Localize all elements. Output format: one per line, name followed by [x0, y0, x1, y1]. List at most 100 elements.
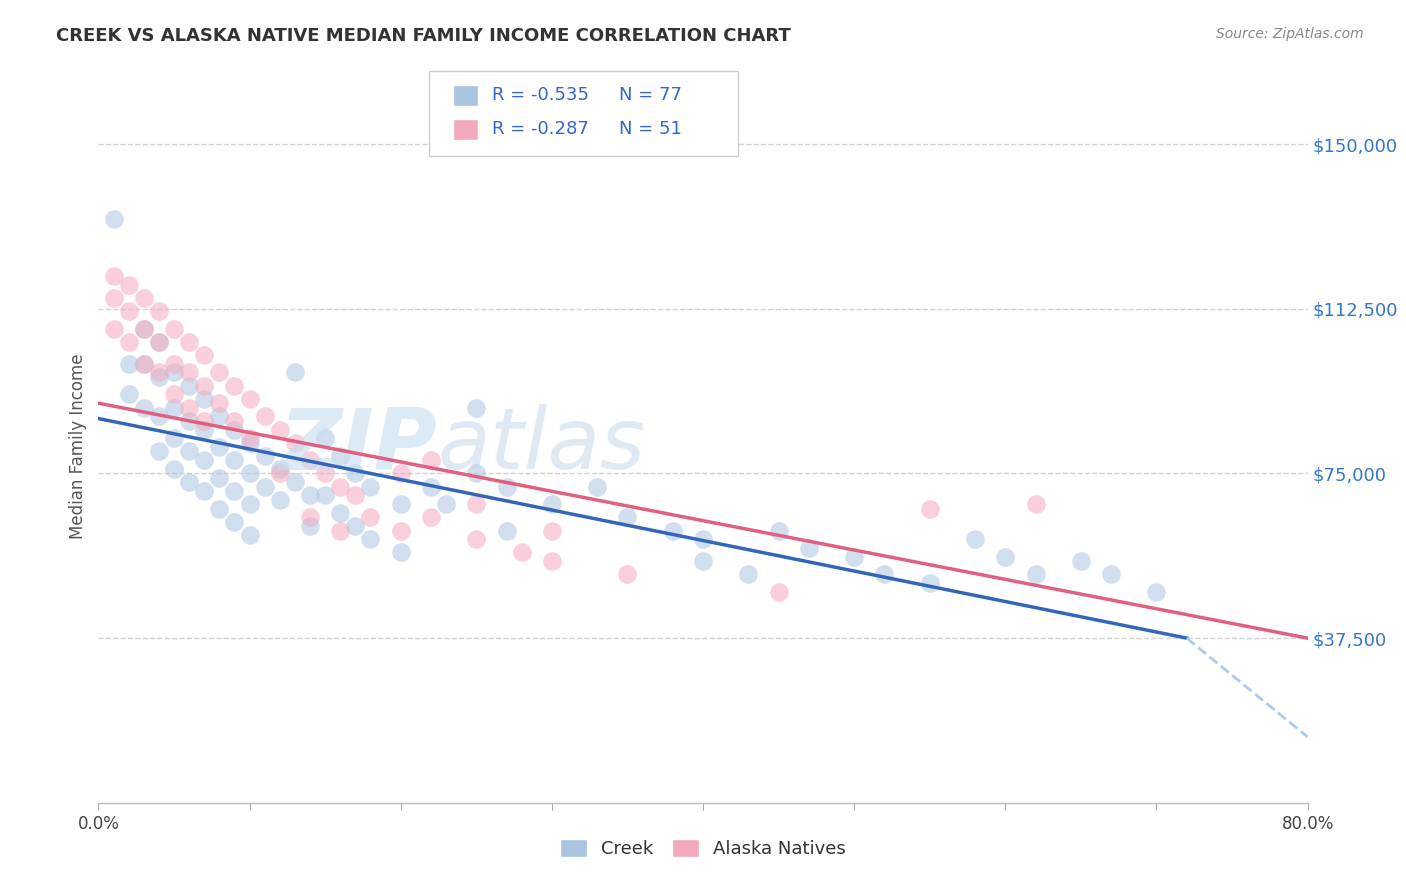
- Point: [148, 304, 170, 318]
- Point: [419, 453, 441, 467]
- Point: [389, 524, 412, 538]
- Point: [239, 392, 262, 406]
- Point: [132, 321, 155, 335]
- Point: [132, 357, 155, 371]
- Point: [586, 480, 609, 494]
- Point: [360, 533, 382, 547]
- Point: [737, 567, 759, 582]
- Point: [148, 334, 170, 349]
- Point: [118, 334, 141, 349]
- Point: [224, 414, 246, 428]
- Point: [299, 519, 322, 533]
- Point: [269, 467, 291, 481]
- Point: [118, 357, 141, 371]
- Point: [314, 431, 336, 445]
- Point: [465, 401, 488, 415]
- Point: [253, 409, 276, 424]
- Point: [768, 585, 790, 599]
- Point: [193, 392, 215, 406]
- Point: [465, 467, 488, 481]
- Point: [118, 304, 141, 318]
- Point: [918, 576, 941, 591]
- Point: [1099, 567, 1122, 582]
- Point: [465, 497, 488, 511]
- Y-axis label: Median Family Income: Median Family Income: [69, 353, 87, 539]
- Point: [177, 378, 201, 392]
- Point: [239, 528, 262, 542]
- Point: [661, 524, 683, 538]
- Point: [873, 567, 896, 582]
- Point: [163, 366, 186, 380]
- Text: R = -0.535: R = -0.535: [492, 87, 589, 104]
- Point: [329, 449, 352, 463]
- Point: [103, 211, 125, 226]
- Point: [148, 444, 170, 458]
- Text: N = 51: N = 51: [619, 120, 682, 138]
- Point: [148, 369, 170, 384]
- Point: [1144, 585, 1167, 599]
- Point: [132, 321, 155, 335]
- Point: [284, 435, 307, 450]
- Point: [193, 453, 215, 467]
- Point: [177, 444, 201, 458]
- Point: [434, 497, 457, 511]
- Point: [163, 401, 186, 415]
- Point: [224, 483, 246, 498]
- Point: [132, 291, 155, 305]
- Legend: Creek, Alaska Natives: Creek, Alaska Natives: [553, 831, 853, 865]
- Point: [299, 453, 322, 467]
- Point: [177, 334, 201, 349]
- Point: [299, 510, 322, 524]
- Point: [465, 533, 488, 547]
- Point: [193, 414, 215, 428]
- Text: Source: ZipAtlas.com: Source: ZipAtlas.com: [1216, 27, 1364, 41]
- Point: [253, 449, 276, 463]
- Point: [208, 409, 231, 424]
- Point: [344, 519, 367, 533]
- Point: [148, 334, 170, 349]
- Point: [193, 378, 215, 392]
- Text: CREEK VS ALASKA NATIVE MEDIAN FAMILY INCOME CORRELATION CHART: CREEK VS ALASKA NATIVE MEDIAN FAMILY INC…: [56, 27, 792, 45]
- Point: [1024, 567, 1046, 582]
- Point: [148, 366, 170, 380]
- Text: R = -0.287: R = -0.287: [492, 120, 589, 138]
- Point: [314, 488, 336, 502]
- Point: [329, 480, 352, 494]
- Point: [208, 471, 231, 485]
- Point: [314, 467, 336, 481]
- Point: [692, 554, 714, 568]
- Point: [844, 549, 866, 564]
- Point: [177, 401, 201, 415]
- Point: [692, 533, 714, 547]
- Point: [389, 545, 412, 559]
- Point: [224, 515, 246, 529]
- Point: [163, 357, 186, 371]
- Point: [994, 549, 1017, 564]
- Point: [284, 366, 307, 380]
- Point: [253, 480, 276, 494]
- Point: [163, 431, 186, 445]
- Point: [177, 414, 201, 428]
- Point: [360, 480, 382, 494]
- Point: [208, 501, 231, 516]
- Point: [299, 488, 322, 502]
- Point: [360, 510, 382, 524]
- Text: ZIP: ZIP: [280, 404, 437, 488]
- Point: [224, 423, 246, 437]
- Point: [540, 554, 562, 568]
- Point: [193, 483, 215, 498]
- Point: [177, 475, 201, 490]
- Point: [208, 396, 231, 410]
- Point: [329, 506, 352, 520]
- Point: [616, 510, 638, 524]
- Point: [118, 277, 141, 292]
- Point: [1024, 497, 1046, 511]
- Point: [163, 462, 186, 476]
- Point: [918, 501, 941, 516]
- Point: [344, 488, 367, 502]
- Point: [224, 378, 246, 392]
- Point: [103, 291, 125, 305]
- Point: [540, 497, 562, 511]
- Point: [148, 409, 170, 424]
- Point: [965, 533, 987, 547]
